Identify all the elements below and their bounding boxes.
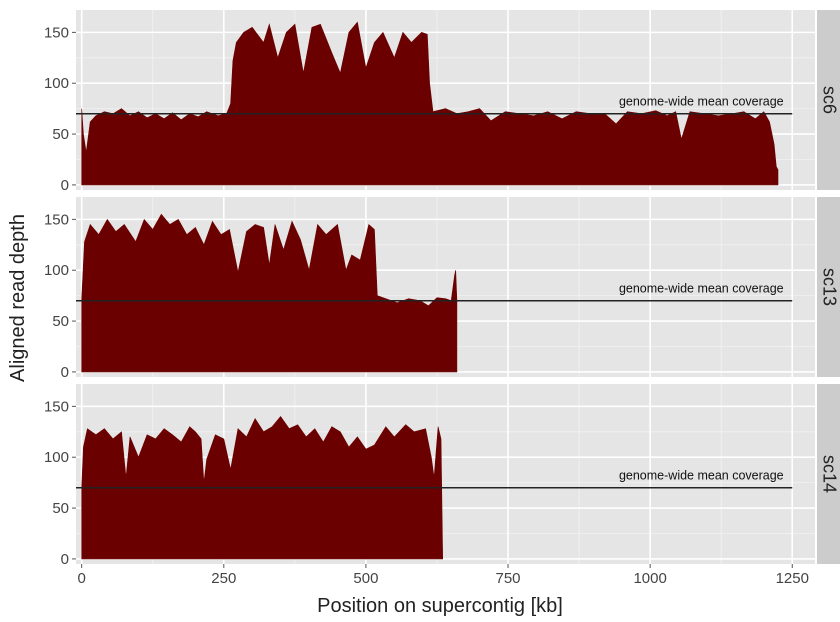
y-tick-label: 0 (61, 364, 69, 381)
coverage-area-sc13 (81, 213, 458, 373)
y-tick-label: 50 (52, 126, 69, 143)
y-tick-label: 150 (44, 211, 69, 228)
y-tick-label: 50 (52, 500, 69, 517)
x-tick-label: 250 (211, 570, 236, 587)
facet-strip-label: sc13 (820, 268, 840, 306)
facet-strip (817, 384, 840, 564)
facet-strip-label: sc14 (820, 455, 840, 493)
x-axis-label: Position on supercontig [kb] (317, 595, 563, 617)
facet-panel-sc13: genome-wide mean coverage sc13 (76, 197, 840, 377)
y-tick-label: 0 (61, 551, 69, 568)
facet-strip-label: sc6 (820, 86, 840, 114)
y-tick-label: 100 (44, 262, 69, 279)
coverage-area-sc6 (81, 21, 779, 186)
mean-coverage-label: genome-wide mean coverage (619, 469, 784, 483)
mean-coverage-label: genome-wide mean coverage (619, 282, 784, 296)
y-axis-label: Aligned read depth (7, 214, 29, 382)
y-tick-label: 100 (44, 449, 69, 466)
x-tick-label: 1000 (633, 570, 666, 587)
facet-strip (817, 197, 840, 377)
y-tick-label: 100 (44, 75, 69, 92)
y-tick-label: 0 (61, 177, 69, 194)
mean-coverage-label: genome-wide mean coverage (619, 95, 784, 109)
x-tick-label: 750 (496, 570, 521, 587)
facet-panel-sc6: genome-wide mean coverage sc6 (76, 10, 840, 190)
x-tick-label: 0 (78, 570, 86, 587)
y-tick-label: 150 (44, 24, 69, 41)
y-tick-label: 50 (52, 313, 69, 330)
facet-strip (817, 10, 840, 190)
y-tick-label: 150 (44, 398, 69, 415)
x-tick-label: 1250 (776, 570, 809, 587)
facet-panel-sc14: genome-wide mean coverage sc14 (76, 384, 840, 564)
x-tick-label: 500 (353, 570, 378, 587)
